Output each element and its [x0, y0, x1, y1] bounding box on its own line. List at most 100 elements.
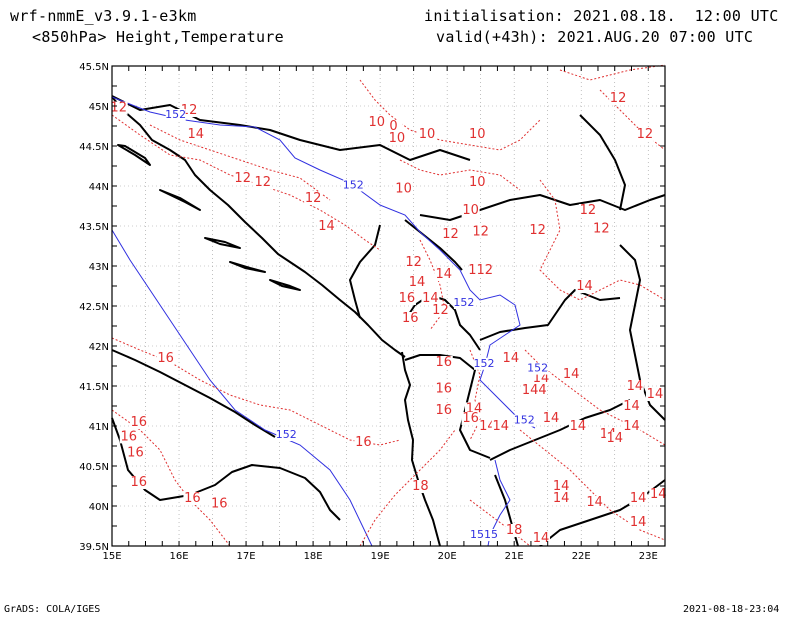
- temp-label: 14: [650, 487, 667, 502]
- temp-label: 12: [472, 225, 489, 240]
- temp-label-bg: [126, 446, 145, 460]
- y-tick-label: 43.5N: [79, 222, 109, 233]
- coastline-italy-south: [111, 417, 341, 521]
- temp-label-bg: [528, 224, 547, 237]
- y-tick-label: 42.5N: [79, 302, 109, 313]
- temp-label: 14: [553, 479, 570, 494]
- temp-label: 16: [120, 429, 137, 444]
- temp-label: 16: [157, 351, 174, 366]
- temp-label: 10: [395, 181, 412, 196]
- temp-label-bg: [461, 204, 480, 217]
- footer-timestamp: 2021-08-18-23:04: [683, 604, 780, 615]
- height-label-bg: [276, 429, 297, 441]
- temp-label: 18: [412, 479, 429, 494]
- height-label: 152: [474, 357, 495, 370]
- temp-label: 16: [127, 445, 144, 460]
- temp-label-bg: [129, 416, 148, 429]
- temp-label: 12: [255, 175, 272, 190]
- temp-label-bg: [434, 268, 453, 281]
- temp-label-bg: [367, 116, 386, 129]
- temp-label-bg: [585, 496, 604, 509]
- temp-label-bg: [304, 192, 323, 205]
- temp-label-bg: [233, 172, 252, 185]
- y-tick-label: 41N: [89, 422, 109, 433]
- island-3: [204, 237, 241, 249]
- temp-label: 14: [188, 127, 205, 142]
- height-label: 1515: [470, 528, 498, 541]
- temp-label: 14: [503, 351, 520, 366]
- temp-label-bg: [552, 492, 571, 505]
- temp-label: 12: [432, 303, 449, 318]
- temp-label-bg: [542, 412, 561, 425]
- temp-label-bg: [625, 380, 644, 393]
- border-bosnia-east: [349, 224, 381, 319]
- temp-label-bg: [468, 176, 487, 189]
- coast-aegean: [539, 479, 666, 547]
- y-tick-label: 39.5N: [79, 542, 109, 553]
- x-tick-label: 20E: [438, 551, 457, 562]
- y-tick-label: 41.5N: [79, 382, 109, 393]
- temp-label: 16: [399, 291, 416, 306]
- border-albania-east: [404, 354, 491, 459]
- temp-label-bg: [622, 400, 641, 413]
- border-serbia-west: [404, 219, 463, 271]
- temp-label: 16: [131, 475, 148, 490]
- temp-label-bg: [609, 92, 628, 105]
- temp-label-bg: [156, 352, 175, 365]
- model-name: wrf-nmmE_v3.9.1-e3km: [10, 7, 197, 25]
- temp-label-bg: [605, 432, 624, 445]
- height-label-bg: [474, 529, 495, 541]
- coastlines-and-borders: [111, 95, 666, 547]
- temp-label: 10: [389, 131, 406, 146]
- temp-label: 14: [493, 419, 510, 434]
- temp-label: 14: [647, 387, 664, 402]
- temp-label: 14: [623, 399, 640, 414]
- temp-label-bg: [525, 384, 544, 397]
- temp-label: 14: [563, 367, 580, 382]
- temp-label-bg: [505, 524, 524, 537]
- temp-label: 14: [576, 279, 593, 294]
- temp-label: 12: [110, 101, 127, 116]
- temp-label: 12: [593, 221, 610, 236]
- temp-label: 14: [623, 419, 640, 434]
- temp-label-bg: [411, 480, 430, 493]
- height-label: 152: [453, 296, 474, 309]
- temp-label: 12: [580, 203, 597, 218]
- height-label: 152: [527, 362, 548, 375]
- y-tick-label: 44.5N: [79, 142, 109, 153]
- temp-label: 14: [409, 275, 426, 290]
- temp-label: 14: [543, 411, 560, 426]
- temp-label-bg: [317, 220, 336, 233]
- temp-label: 16: [402, 311, 419, 326]
- border-macedonia-south: [489, 399, 631, 461]
- x-tick-label: 23E: [639, 551, 658, 562]
- coastline-croatia: [111, 96, 406, 358]
- field-description: <850hPa> Height,Temperature: [32, 28, 284, 46]
- temp-label-bg: [431, 304, 450, 317]
- border-bosnia-north: [111, 95, 471, 161]
- temp-label-bg: [645, 388, 664, 401]
- coastline-italy-east: [111, 349, 276, 438]
- island-4: [229, 261, 266, 273]
- temp-label: 16: [184, 491, 201, 506]
- temp-label-bg: [649, 488, 668, 501]
- temp-label-bg: [210, 497, 229, 511]
- temp-label: 18: [506, 523, 523, 538]
- border-macedonia: [479, 289, 621, 341]
- temp-label: 12: [305, 191, 322, 206]
- temp-label: 112: [468, 263, 493, 278]
- temp-label-bg: [183, 492, 202, 505]
- height-label-bg: [165, 109, 186, 121]
- temp-label: 10: [462, 203, 479, 218]
- border-kosovo: [404, 294, 481, 351]
- temp-label: 14: [606, 431, 623, 446]
- y-tick-label: 42N: [89, 342, 109, 353]
- temp-label: 14: [479, 419, 496, 434]
- temp-label-bg: [354, 436, 373, 449]
- temp-label-bg: [129, 476, 148, 489]
- temp-label-bg: [384, 120, 403, 133]
- temp-label: 14: [422, 291, 439, 306]
- axis-ticks: 15E 16E 17E 18E 19E 20E 21E 22E 23E 39.5N 40N 40.5N…: [79, 62, 666, 562]
- height-label-bg: [514, 414, 535, 427]
